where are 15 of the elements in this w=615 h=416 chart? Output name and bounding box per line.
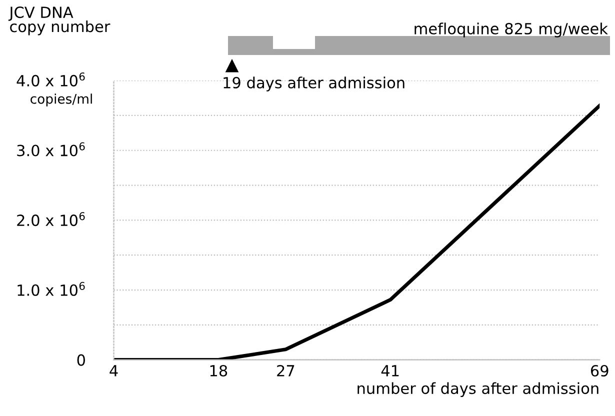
x-tick-label: 18 bbox=[210, 364, 228, 377]
y-tick-label: 4.0 x 10$^{6}$ bbox=[16, 72, 85, 86]
x-tick-label: 41 bbox=[381, 365, 399, 376]
y-tick-label: 3.0 x 10$^{6}$ bbox=[17, 142, 85, 156]
annotation: 19 days after admission bbox=[224, 76, 404, 92]
text: mefloquine 825 mg/week bbox=[414, 22, 608, 38]
y-tick-label: 0 bbox=[77, 354, 85, 366]
y-axis-title: JCV DNA copy number bbox=[8, 6, 110, 36]
x-tick-label: 27 bbox=[277, 364, 294, 376]
y-tick-label: 2.0 x 10$^{6}$ bbox=[17, 212, 85, 226]
x-axis-title: number of days after admission bbox=[358, 382, 598, 398]
y-tick-label: 1.0 x 10$^{6}$ bbox=[18, 282, 85, 296]
x-tick-label: 69 bbox=[590, 364, 608, 377]
text: copies/ml bbox=[30, 94, 92, 106]
x-tick-label: 4 bbox=[110, 365, 118, 376]
